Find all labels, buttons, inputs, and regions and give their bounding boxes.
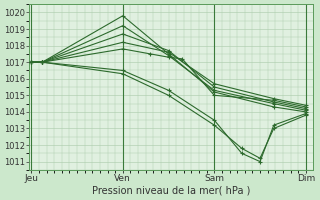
X-axis label: Pression niveau de la mer( hPa ): Pression niveau de la mer( hPa ) — [92, 186, 251, 196]
